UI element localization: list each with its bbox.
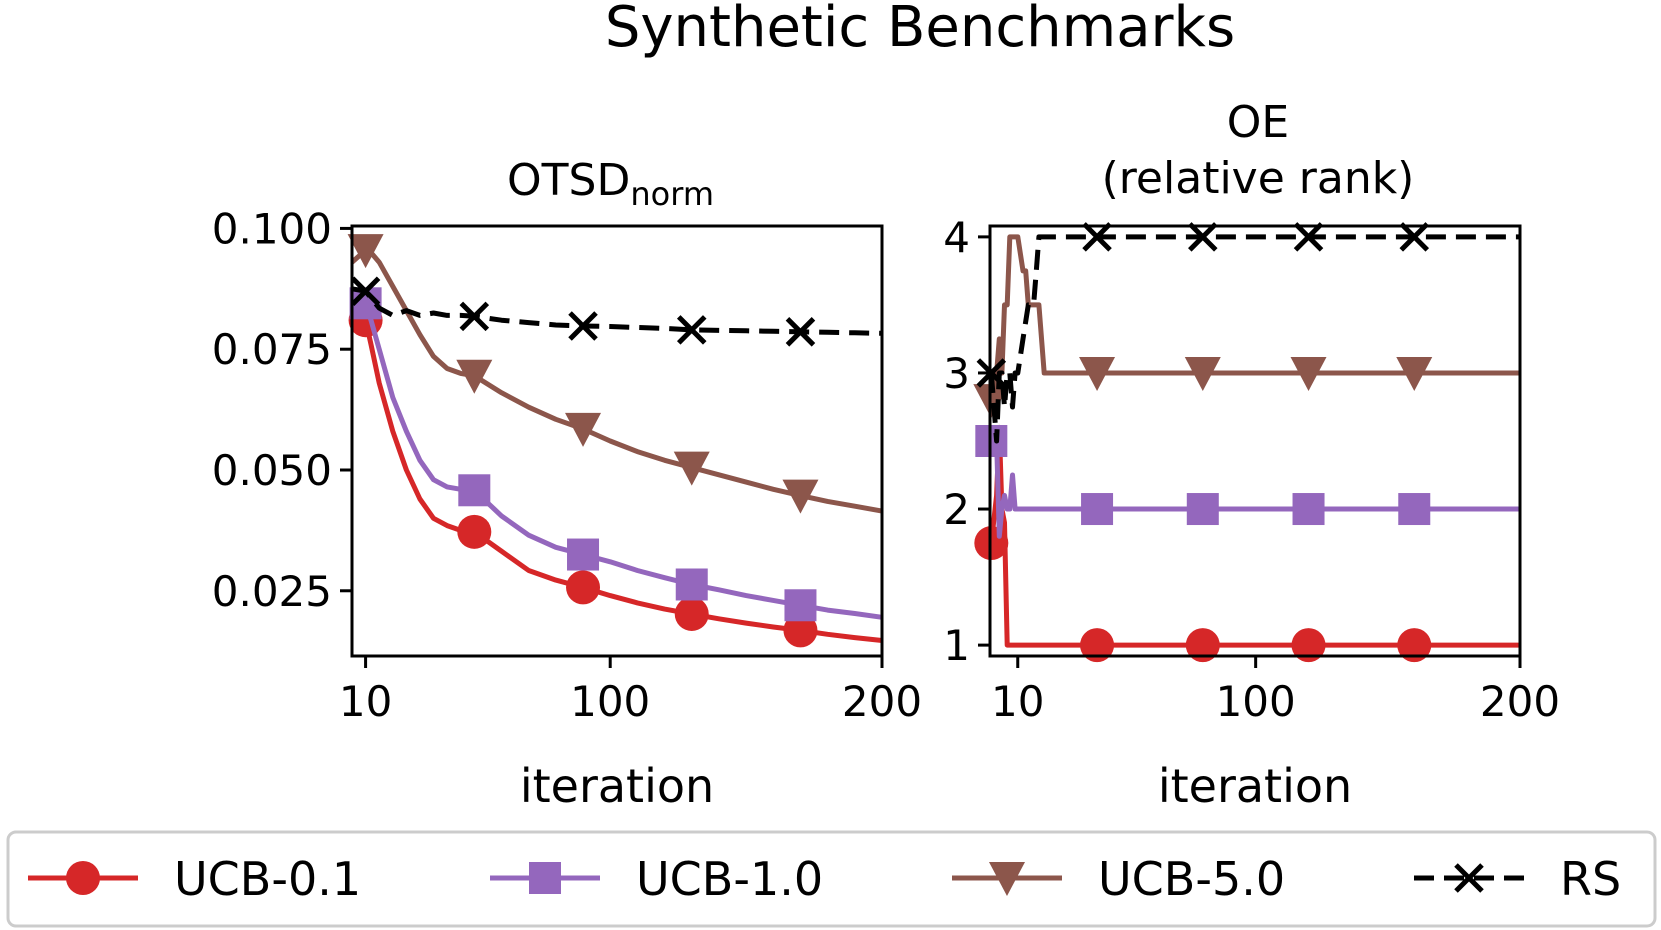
- oe-plot-area: 10 100 200 1 2 3 4: [943, 213, 1560, 726]
- oe-title: OE: [1227, 97, 1289, 148]
- oe-line-ucb01: [988, 424, 1520, 648]
- otsd-marker-ucb10-3: [675, 568, 708, 601]
- otsd-marker-rs-2: [568, 311, 598, 341]
- oe-axes-frame: [988, 224, 1522, 658]
- oe-ytick-label-3: 4: [943, 213, 970, 262]
- legend-label-rs: RS: [1560, 852, 1621, 906]
- otsd-marker-ucb50-4: [782, 479, 819, 514]
- otsd-marker-ucb01-3: [674, 596, 709, 631]
- oe-subtitle: (relative rank): [1102, 153, 1415, 204]
- otsd-marker-ucb01-4: [783, 613, 818, 648]
- otsd-xtick-label-1: 100: [570, 677, 650, 726]
- oe-marker-rs-2: [1188, 222, 1218, 252]
- otsd-marker-rs-1: [459, 301, 490, 332]
- otsd-marker-ucb10-2: [567, 538, 600, 571]
- oe-marker-ucb01-1: [1080, 628, 1115, 663]
- otsd-line-rs: [351, 286, 883, 336]
- otsd-marker-ucb01-1: [457, 514, 492, 549]
- otsd-marker-rs-4: [785, 317, 816, 347]
- legend-frame: [6, 830, 1657, 928]
- otsd-line-ucb10: [363, 302, 883, 620]
- figure-title: Synthetic Benchmarks: [605, 0, 1235, 60]
- oe-xtick-label-2: 200: [1480, 677, 1560, 726]
- legend-marker-ucb01: [66, 861, 100, 895]
- oe-marker-ucb50-4: [1396, 356, 1433, 391]
- oe-ytick-label-0: 1: [943, 621, 970, 670]
- otsd-ytick-label-1: 0.050: [212, 446, 332, 495]
- oe-marker-ucb50-3: [1290, 356, 1327, 391]
- oe-marker-rs-1: [1082, 222, 1112, 252]
- oe-xlabel: iteration: [1158, 759, 1352, 813]
- oe-marker-ucb10-3: [1292, 493, 1325, 526]
- oe-marker-ucb50-1: [1079, 356, 1116, 391]
- legend-marker-rs: [1454, 863, 1484, 893]
- oe-line-ucb50: [988, 234, 1520, 417]
- otsd-marker-rs-3: [676, 315, 707, 345]
- otsd-plot-area: 10 100 200 0.025 0.050 0.075 0.100: [212, 204, 922, 726]
- otsd-line-ucb50: [350, 247, 883, 514]
- otsd-marker-ucb10-1: [458, 474, 491, 507]
- oe-marker-ucb01-4: [1397, 628, 1432, 663]
- otsd-marker-rs-0: [350, 276, 381, 306]
- oe-marker-rs-3: [1293, 222, 1324, 252]
- otsd-marker-ucb50-0: [347, 234, 384, 269]
- otsd-axes-frame: [350, 224, 884, 658]
- otsd-line-ucb01: [363, 319, 883, 643]
- oe-marker-ucb50-2: [1184, 356, 1221, 391]
- oe-line-rs: [988, 234, 1520, 444]
- otsd-xtick-label-0: 10: [339, 677, 392, 726]
- legend-label-ucb01: UCB-0.1: [174, 852, 361, 906]
- panel-otsd: OTSDnorm 10 100 200 0.025 0.050 0.075 0.100 it…: [212, 155, 922, 813]
- oe-marker-ucb10-2: [1186, 493, 1219, 526]
- oe-ytick-label-1: 2: [943, 485, 970, 534]
- oe-ytick-label-2: 3: [943, 349, 970, 398]
- otsd-marker-ucb50-3: [673, 451, 710, 486]
- otsd-marker-ucb50-1: [456, 359, 493, 394]
- otsd-title-subscript: norm: [630, 175, 714, 213]
- otsd-xlabel: iteration: [520, 759, 714, 813]
- otsd-xtick-label-2: 200: [842, 677, 922, 726]
- otsd-marker-ucb01-2: [566, 570, 601, 605]
- oe-marker-ucb10-4: [1398, 493, 1431, 526]
- legend-label-ucb50: UCB-5.0: [1098, 852, 1285, 906]
- oe-marker-ucb10-1: [1081, 493, 1114, 526]
- legend-label-ucb10: UCB-1.0: [636, 852, 823, 906]
- otsd-ytick-label-0: 0.025: [212, 567, 332, 616]
- panel-oe: OE (relative rank) 10 100 200 1 2 3 4 iteratio…: [943, 97, 1560, 813]
- legend-items: UCB-0.1 UCB-1.0 UCB-5.0 RS: [28, 852, 1621, 906]
- legend: UCB-0.1 UCB-1.0 UCB-5.0 RS: [6, 830, 1657, 928]
- otsd-marker-ucb10-4: [784, 589, 817, 622]
- otsd-title: OTSDnorm: [507, 155, 714, 213]
- otsd-marker-ucb50-2: [565, 412, 602, 447]
- oe-marker-ucb01-2: [1185, 628, 1220, 663]
- oe-xtick-label-1: 100: [1216, 677, 1296, 726]
- oe-line-ucb10: [991, 438, 1520, 539]
- otsd-ytick-label-3: 0.100: [212, 204, 332, 253]
- oe-xtick-label-0: 10: [991, 677, 1044, 726]
- oe-marker-rs-4: [1399, 222, 1430, 252]
- otsd-title-main: OTSD: [507, 155, 630, 206]
- legend-marker-ucb10: [529, 862, 561, 894]
- otsd-ytick-label-2: 0.075: [212, 325, 332, 374]
- legend-marker-ucb50: [989, 862, 1025, 896]
- oe-marker-ucb01-3: [1291, 628, 1326, 663]
